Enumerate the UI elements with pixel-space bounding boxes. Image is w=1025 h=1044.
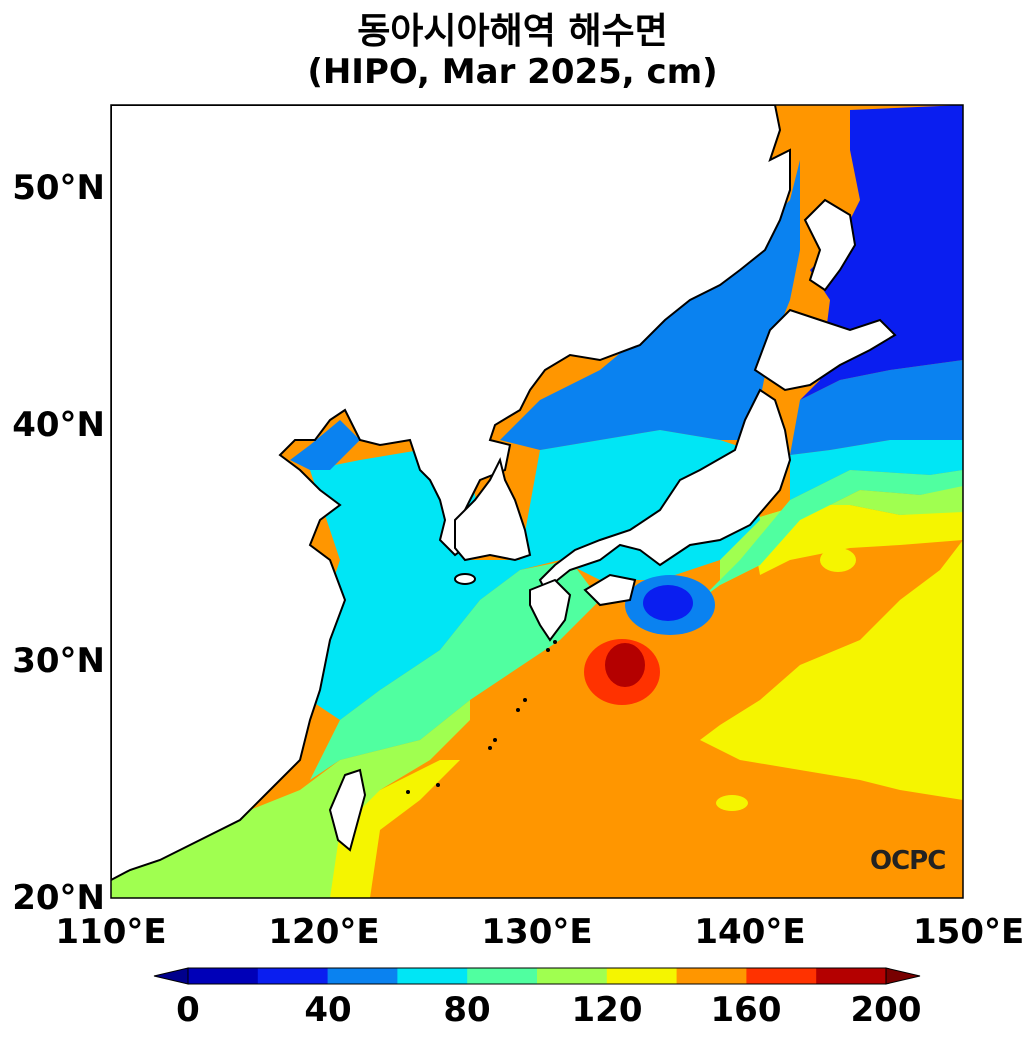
land-ryukyu bbox=[406, 640, 557, 794]
colorbar-segment bbox=[606, 968, 678, 984]
cold-eddy-inner bbox=[643, 585, 693, 621]
field-120-140-patch bbox=[820, 548, 856, 572]
colorbar-label-80: 80 bbox=[443, 990, 491, 1030]
x-tick-label-140e: 140°E bbox=[694, 912, 806, 952]
land-japan bbox=[538, 388, 792, 592]
field-120-140-east bbox=[750, 505, 963, 575]
land-korea bbox=[454, 457, 532, 562]
y-tick-label-30n: 30°N bbox=[12, 641, 105, 681]
land-hokkaido bbox=[753, 308, 897, 392]
field-120-140 bbox=[700, 540, 963, 800]
field-80-100 bbox=[310, 560, 600, 780]
x-tick-label-130e: 130°E bbox=[481, 912, 593, 952]
field-100-120-north bbox=[720, 485, 963, 585]
colorbar-label-0: 0 bbox=[176, 990, 200, 1030]
field-40-60-east bbox=[790, 360, 963, 455]
colorbar-segment bbox=[537, 968, 608, 984]
colorbar-segment bbox=[397, 968, 468, 984]
colorbar bbox=[153, 967, 921, 985]
field-120-140-west bbox=[330, 760, 460, 898]
x-tick-label-120e: 120°E bbox=[268, 912, 380, 952]
land-taiwan bbox=[328, 768, 367, 852]
y-tick-label-50n: 50°N bbox=[12, 168, 105, 208]
colorbar-segment bbox=[188, 968, 259, 984]
colorbar-frame bbox=[187, 967, 887, 985]
field-40-60 bbox=[500, 160, 800, 450]
colorbar-label-200: 200 bbox=[850, 990, 922, 1030]
land-jeju bbox=[454, 573, 476, 585]
colorbar-label-120: 120 bbox=[571, 990, 643, 1030]
map-subtitle: (HIPO, Mar 2025, cm) bbox=[307, 52, 718, 92]
ocpc-logo: OCPC bbox=[870, 846, 946, 876]
colorbar-label-160: 160 bbox=[710, 990, 782, 1030]
colorbar-segment bbox=[816, 968, 887, 984]
colorbar-extend-low bbox=[153, 967, 189, 985]
map-frame bbox=[110, 104, 964, 899]
colorbar-segment bbox=[327, 968, 398, 984]
colorbar-segment bbox=[467, 968, 538, 984]
field-60-80 bbox=[310, 430, 760, 720]
x-tick-label-150e: 150°E bbox=[913, 912, 1025, 952]
colorbar-extend-high bbox=[885, 967, 921, 985]
y-tick-label-20n: 20°N bbox=[12, 878, 105, 918]
land-asia bbox=[111, 105, 791, 882]
colorbar-segment bbox=[257, 968, 329, 984]
sea-level-field bbox=[111, 105, 963, 898]
field-100-120 bbox=[111, 700, 470, 898]
colorbar-label-40: 40 bbox=[304, 990, 352, 1030]
colorbar-segment bbox=[746, 968, 817, 984]
field-60-80-east bbox=[790, 440, 963, 500]
field-120-140-patch2 bbox=[716, 795, 748, 811]
land-shikoku bbox=[583, 573, 637, 607]
x-tick-label-110e: 110°E bbox=[55, 912, 167, 952]
map-title: 동아시아해역 해수면 bbox=[357, 11, 668, 52]
field-80-100-east bbox=[700, 470, 963, 600]
field-40-60-bohai bbox=[290, 420, 360, 470]
land-sakhalin bbox=[803, 198, 857, 292]
land-kyushu bbox=[529, 578, 572, 642]
colorbar-segment bbox=[676, 968, 747, 984]
warm-eddy-inner bbox=[605, 643, 645, 687]
y-tick-label-40n: 40°N bbox=[12, 405, 105, 445]
